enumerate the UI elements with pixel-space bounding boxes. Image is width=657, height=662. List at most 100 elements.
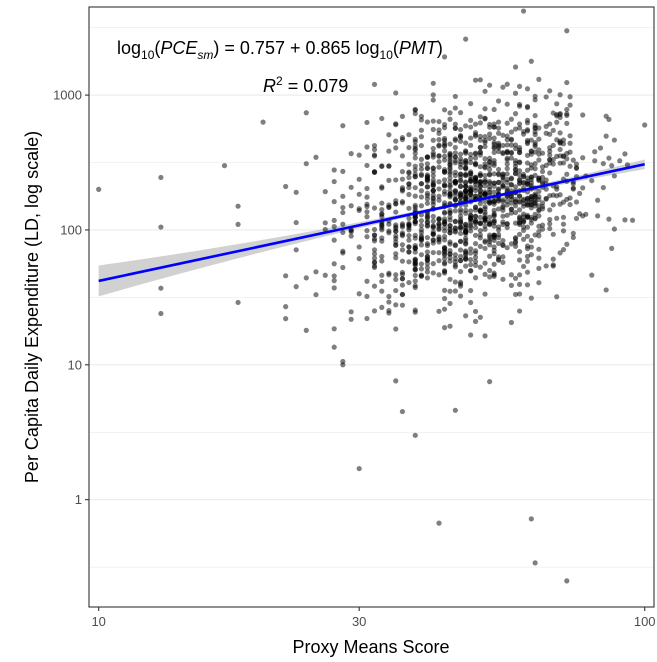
data-point [557, 92, 563, 98]
data-point [371, 308, 378, 314]
data-point [452, 189, 458, 196]
data-point [472, 204, 479, 210]
data-point [447, 141, 453, 147]
data-point [457, 238, 464, 245]
data-point [482, 143, 488, 150]
data-point [550, 256, 556, 262]
data-point [491, 160, 497, 166]
y-tick-label: 1 [75, 492, 82, 507]
data-point [364, 119, 370, 126]
data-point [424, 119, 431, 125]
data-point [472, 121, 479, 127]
data-point [452, 256, 458, 262]
data-point [424, 174, 431, 181]
data-point [436, 164, 442, 170]
data-point [441, 54, 448, 60]
data-point [283, 304, 289, 310]
data-point [412, 278, 418, 284]
data-point [452, 105, 458, 111]
data-point [554, 101, 560, 107]
data-point [430, 182, 436, 188]
data-point [524, 195, 531, 201]
data-point [477, 220, 483, 227]
data-point [482, 138, 488, 144]
data-point [491, 171, 497, 177]
data-point [406, 259, 412, 265]
data-point [418, 266, 425, 272]
data-point [452, 279, 458, 285]
data-point [520, 224, 527, 230]
data-point [457, 281, 464, 287]
data-point [567, 133, 573, 139]
data-point [482, 133, 488, 140]
data-point [472, 262, 479, 268]
data-point [477, 201, 483, 207]
data-point [412, 193, 418, 199]
data-point [554, 186, 560, 192]
data-point [452, 252, 458, 258]
data-point [606, 116, 612, 122]
data-point [564, 79, 570, 86]
data-point [364, 315, 370, 322]
data-point [504, 133, 510, 139]
data-point [447, 214, 453, 220]
data-point [482, 183, 488, 189]
data-point [418, 272, 425, 278]
data-point [482, 260, 488, 266]
data-point [495, 130, 502, 136]
data-point [472, 155, 479, 161]
data-point [528, 237, 534, 244]
data-point [482, 88, 488, 94]
data-point [539, 164, 546, 170]
data-point [504, 187, 510, 193]
data-point [463, 190, 469, 196]
data-point [393, 255, 399, 261]
data-point [592, 158, 598, 164]
data-point [399, 282, 406, 288]
data-point [508, 116, 514, 122]
data-point [424, 265, 431, 271]
data-point [560, 221, 567, 227]
data-point [487, 172, 493, 178]
data-point [567, 102, 573, 108]
data-point [430, 118, 436, 124]
data-point [508, 182, 514, 188]
data-point [441, 148, 448, 154]
data-point [430, 97, 436, 103]
data-point [424, 161, 431, 167]
data-point [406, 222, 412, 228]
data-point [491, 106, 497, 113]
data-point [452, 242, 458, 248]
data-point [570, 230, 576, 236]
data-point [477, 164, 483, 170]
data-point [447, 150, 453, 156]
data-point [452, 144, 458, 151]
data-point [356, 191, 362, 197]
data-point [430, 188, 436, 194]
data-point [379, 200, 385, 206]
data-point [512, 160, 519, 166]
y-axis-title: Per Capita Daily Expenditure (LD, log sc… [22, 131, 42, 483]
data-point [452, 218, 458, 224]
data-point [516, 159, 523, 165]
data-point [364, 209, 370, 215]
data-point [547, 88, 553, 94]
data-point [495, 227, 502, 233]
data-point [528, 162, 534, 168]
data-point [468, 257, 474, 263]
data-point [482, 172, 488, 179]
data-point [457, 151, 464, 157]
data-point [412, 267, 418, 273]
data-point [524, 258, 531, 264]
data-point [447, 110, 453, 116]
data-point [472, 318, 479, 324]
data-point [436, 308, 442, 314]
data-point [472, 130, 479, 136]
data-point [495, 187, 502, 193]
data-point [457, 133, 464, 140]
data-point [532, 113, 538, 119]
data-point [348, 233, 354, 239]
data-points [96, 8, 648, 584]
data-point [356, 256, 362, 262]
panel-border [88, 6, 655, 608]
